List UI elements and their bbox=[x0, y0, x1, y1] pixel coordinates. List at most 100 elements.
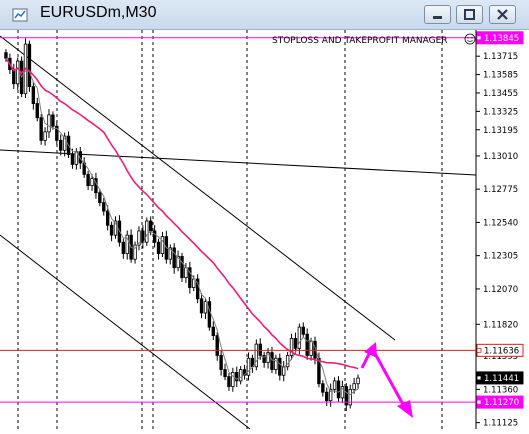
price-axis: 1.13715 1.13585 1.13455 1.13325 1.13195 1.130… bbox=[476, 52, 518, 429]
candle-body-71 bbox=[282, 366, 286, 376]
candle-body-42 bbox=[168, 247, 172, 260]
candle-body-81 bbox=[321, 383, 325, 393]
candle-body-26 bbox=[105, 210, 110, 226]
candle-body-52 bbox=[207, 301, 212, 328]
trend-line-1[interactable] bbox=[0, 234, 251, 430]
candle-body-86 bbox=[340, 386, 345, 399]
candle-body-59 bbox=[235, 372, 239, 382]
chart-window-icon[interactable] bbox=[12, 7, 28, 23]
projection-arrow-down-head bbox=[397, 400, 413, 418]
window-title: EURUSDm,M30 bbox=[40, 4, 157, 21]
candle-body-55 bbox=[219, 355, 223, 370]
close-icon bbox=[497, 9, 508, 20]
price-tick-label-11: 1.11595 bbox=[483, 352, 518, 362]
candle-body-43 bbox=[172, 247, 176, 269]
trend-line-0[interactable] bbox=[0, 35, 396, 341]
price-tick-label-0: 1.13715 bbox=[483, 52, 518, 62]
candle-body-90 bbox=[356, 377, 360, 385]
candle-body-22 bbox=[90, 178, 94, 187]
horizontal-levels[interactable] bbox=[0, 37, 476, 403]
minimize-icon bbox=[433, 16, 442, 19]
price-tick-label-10: 1.11820 bbox=[483, 320, 518, 330]
price-label-text-1: 1.11636 bbox=[484, 346, 519, 356]
candle-body-76 bbox=[301, 326, 305, 335]
candle-body-19 bbox=[78, 151, 82, 164]
candle-body-14 bbox=[59, 139, 63, 151]
candle-body-50 bbox=[199, 298, 204, 314]
candle-body-40 bbox=[160, 236, 165, 254]
candle-body-36 bbox=[145, 220, 149, 243]
candle-body-25 bbox=[102, 202, 106, 212]
price-tick-label-6: 1.12775 bbox=[483, 185, 518, 195]
candle-body-10 bbox=[43, 131, 47, 141]
candle-body-48 bbox=[192, 278, 196, 288]
candle-body-38 bbox=[152, 230, 157, 243]
price-tick-label-8: 1.12305 bbox=[483, 252, 518, 262]
candle-body-82 bbox=[325, 391, 329, 402]
price-tick-label-5: 1.13010 bbox=[483, 152, 518, 162]
candle-body-83 bbox=[328, 388, 333, 402]
close-button[interactable] bbox=[489, 5, 516, 24]
candle-body-74 bbox=[293, 338, 298, 349]
candle-body-3 bbox=[15, 60, 20, 85]
candle-body-77 bbox=[305, 333, 309, 356]
price-label-marker-1 bbox=[476, 347, 482, 353]
candle-body-17 bbox=[70, 154, 75, 165]
price-tick-label-2: 1.13455 bbox=[483, 89, 518, 99]
candle-series bbox=[4, 38, 360, 412]
candle-body-73 bbox=[289, 338, 294, 356]
minimize-button[interactable] bbox=[424, 5, 451, 24]
candle-body-54 bbox=[215, 335, 219, 356]
price-label-text-0: 1.13845 bbox=[484, 34, 519, 44]
candle-body-62 bbox=[246, 357, 251, 376]
candle-body-58 bbox=[231, 372, 235, 387]
candle-body-13 bbox=[55, 125, 59, 141]
price-tick-label-12: 1.11360 bbox=[483, 385, 518, 395]
candle-body-72 bbox=[285, 355, 290, 368]
candle-body-34 bbox=[137, 230, 141, 246]
candle-body-47 bbox=[188, 267, 192, 288]
candle-body-39 bbox=[156, 241, 161, 254]
price-label-text-2: 1.11441 bbox=[484, 374, 519, 384]
price-tick-label-4: 1.13195 bbox=[483, 126, 518, 136]
price-chart[interactable]: 1.13715 1.13585 1.13455 1.13325 1.13195 1.130… bbox=[0, 30, 529, 430]
candle-body-64 bbox=[254, 343, 259, 368]
price-labels: 1.13845 1.11636 1.11441 1.11270 bbox=[476, 31, 524, 409]
candle-body-68 bbox=[270, 352, 274, 370]
price-label-text-3: 1.11270 bbox=[484, 398, 519, 408]
candle-body-85 bbox=[336, 380, 341, 399]
candle-body-6 bbox=[27, 43, 32, 87]
restore-button[interactable] bbox=[456, 5, 483, 24]
projection-arrows[interactable] bbox=[360, 342, 413, 418]
candle-body-67 bbox=[266, 352, 270, 363]
projection-arrow-down[interactable] bbox=[370, 347, 407, 409]
candle-body-7 bbox=[31, 86, 36, 104]
window-titlebar[interactable]: EURUSDm,M30 bbox=[0, 0, 529, 30]
candle-body-84 bbox=[332, 380, 337, 390]
candle-body-70 bbox=[278, 357, 282, 376]
slow-moving-average bbox=[5, 57, 359, 370]
candle-body-35 bbox=[141, 230, 145, 243]
candle-body-60 bbox=[238, 369, 243, 382]
candle-body-0 bbox=[4, 52, 8, 59]
smiley-icon bbox=[464, 33, 476, 45]
candle-body-61 bbox=[242, 369, 247, 376]
candle-body-56 bbox=[223, 369, 227, 378]
price-label-marker-0 bbox=[476, 35, 482, 41]
chart-canvas[interactable]: 1.13715 1.13585 1.13455 1.13325 1.13195 1.130… bbox=[0, 30, 529, 430]
candle-body-12 bbox=[51, 114, 55, 127]
candle-body-33 bbox=[133, 244, 137, 260]
candle-body-89 bbox=[352, 383, 356, 390]
candle-body-21 bbox=[86, 173, 90, 187]
candle-body-27 bbox=[109, 224, 114, 236]
candle-body-8 bbox=[35, 103, 39, 119]
candle-body-87 bbox=[344, 386, 349, 406]
candle-body-53 bbox=[211, 326, 215, 337]
price-label-marker-2 bbox=[476, 375, 482, 381]
candle-body-31 bbox=[125, 234, 129, 254]
candle-body-28 bbox=[113, 220, 118, 236]
candle-body-45 bbox=[180, 255, 184, 279]
candle-body-78 bbox=[309, 340, 313, 356]
restore-icon bbox=[464, 9, 475, 20]
price-tick-label-1: 1.13585 bbox=[483, 71, 518, 81]
